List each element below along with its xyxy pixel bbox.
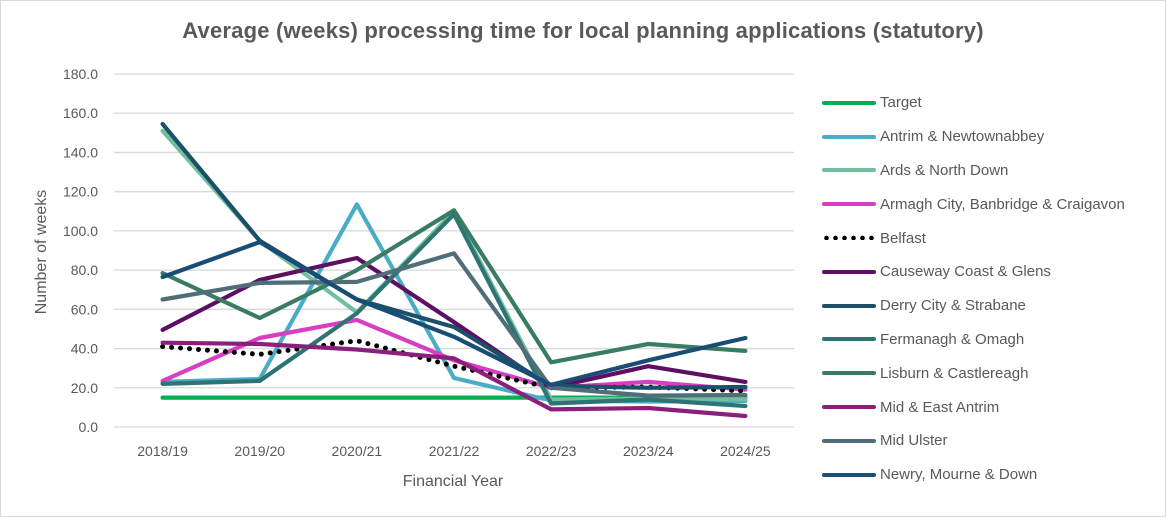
legend-swatch <box>822 231 876 245</box>
x-tick-label: 2019/20 <box>234 443 285 459</box>
legend-swatch <box>822 130 876 144</box>
series-line-mid-east-antrim <box>160 340 748 419</box>
legend-item: Target <box>822 86 1162 120</box>
legend-item: Belfast <box>822 221 1162 255</box>
legend-swatch <box>822 265 876 279</box>
y-tick-label: 100.0 <box>63 223 98 239</box>
legend-item: Derry City & Strabane <box>822 289 1162 323</box>
legend-swatch <box>822 299 876 313</box>
legend-label: Mid Ulster <box>880 432 948 450</box>
y-tick-label: 20.0 <box>71 380 98 396</box>
legend-swatch <box>822 96 876 110</box>
x-axis-title: Financial Year <box>403 473 504 490</box>
legend-item: Newry, Mourne & Down <box>822 458 1162 492</box>
series-lines <box>160 121 748 419</box>
legend-label: Antrim & Newtownabbey <box>880 128 1045 146</box>
legend-label: Lisburn & Castlereagh <box>880 364 1029 382</box>
series-line-antrim-newtownabbey <box>160 202 748 404</box>
x-tick-label: 2024/25 <box>720 443 771 459</box>
chart-legend: Target Antrim & Newtownabbey Ards & North … <box>822 86 1162 492</box>
legend-item: Mid Ulster <box>822 424 1162 458</box>
legend-item: Ards & North Down <box>822 154 1162 188</box>
legend-item: Mid & East Antrim <box>822 390 1162 424</box>
series-line-mid-ulster <box>160 251 748 398</box>
series-line-newry-mourne-down <box>160 240 748 387</box>
series-line-lisburn-castlereagh <box>160 208 748 365</box>
y-tick-label: 160.0 <box>63 105 98 121</box>
y-tick-label: 180.0 <box>63 66 98 82</box>
x-tick-label: 2020/21 <box>332 443 383 459</box>
legend-item: Armagh City, Banbridge & Craigavon <box>822 187 1162 221</box>
y-tick-label: 80.0 <box>71 262 98 278</box>
legend-swatch <box>822 366 876 380</box>
legend-swatch <box>822 434 876 448</box>
legend-swatch <box>822 163 876 177</box>
y-tick-labels: 0.0 20.0 40.0 60.0 80.0 100.0 120.0 140.0 160.0 1… <box>63 66 98 435</box>
y-tick-label: 40.0 <box>71 341 98 357</box>
legend-item: Antrim & Newtownabbey <box>822 120 1162 154</box>
x-tick-label: 2023/24 <box>623 443 674 459</box>
legend-label: Armagh City, Banbridge & Craigavon <box>880 195 1125 213</box>
chart-title: Average (weeks) processing time for loca… <box>182 18 984 43</box>
y-tick-label: 120.0 <box>63 184 98 200</box>
legend-item: Fermanagh & Omagh <box>822 323 1162 357</box>
y-tick-label: 0.0 <box>79 419 99 435</box>
legend-swatch <box>822 332 876 346</box>
legend-swatch <box>822 400 876 414</box>
y-tick-label: 60.0 <box>71 301 98 317</box>
x-tick-label: 2022/23 <box>526 443 577 459</box>
series-line-causeway-coast-glens <box>160 255 748 390</box>
legend-label: Newry, Mourne & Down <box>880 466 1038 484</box>
x-tick-label: 2021/22 <box>429 443 480 459</box>
legend-label: Belfast <box>880 229 926 247</box>
legend-label: Causeway Coast & Glens <box>880 263 1051 281</box>
legend-label: Derry City & Strabane <box>880 297 1026 315</box>
y-axis-title: Number of weeks <box>33 190 50 315</box>
y-tick-label: 140.0 <box>63 144 98 160</box>
legend-swatch <box>822 468 876 482</box>
legend-label: Fermanagh & Omagh <box>880 330 1025 348</box>
x-tick-label: 2018/19 <box>137 443 188 459</box>
legend-label: Mid & East Antrim <box>880 398 1000 416</box>
legend-label: Target <box>880 94 922 112</box>
legend-swatch <box>822 197 876 211</box>
legend-item: Lisburn & Castlereagh <box>822 356 1162 390</box>
legend-label: Ards & North Down <box>880 161 1009 179</box>
gridlines <box>114 73 794 428</box>
x-tick-labels: 2018/19 2019/20 2020/21 2021/22 2022/23 2023/… <box>137 443 771 459</box>
legend-item: Causeway Coast & Glens <box>822 255 1162 289</box>
